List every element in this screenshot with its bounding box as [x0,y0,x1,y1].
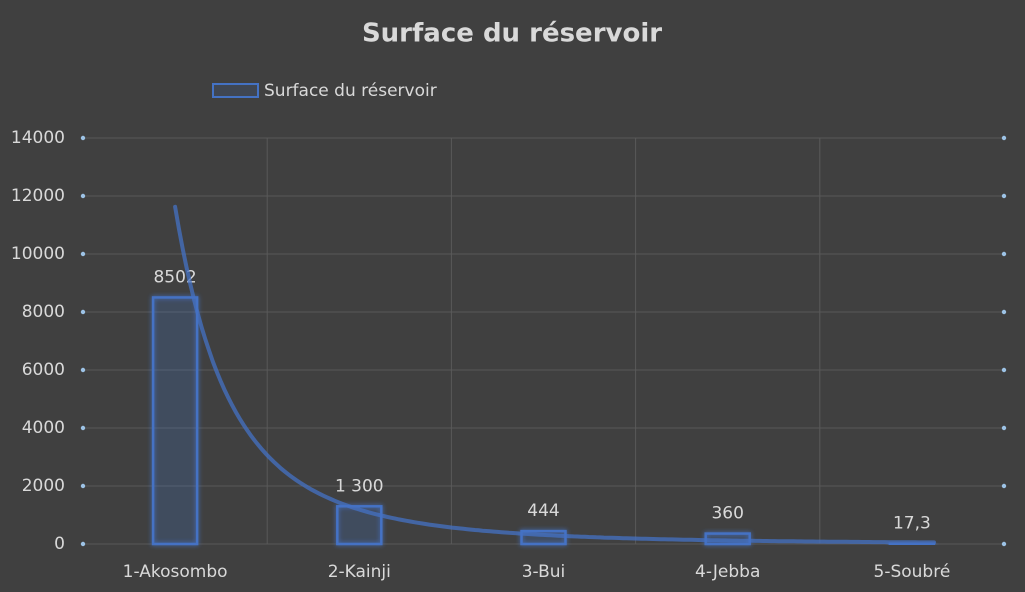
y-tick-label: 10000 [11,244,65,264]
tick-dot [1001,425,1007,431]
tick-dot [1001,193,1007,199]
legend-swatch [212,83,259,98]
x-tick-label: 3-Bui [522,562,566,582]
bar [151,296,199,546]
tick-dot [80,367,86,373]
x-tick-label: 4-Jebba [695,562,760,582]
tick-dot [1001,251,1007,257]
tick-dot [1001,135,1007,141]
tick-dot [1001,309,1007,315]
data-label: 1 300 [335,476,384,496]
trendline [173,204,936,545]
tick-dot [1001,483,1007,489]
y-tick-label: 12000 [11,186,65,206]
tick-dot [80,135,86,141]
y-tick-label: 4000 [22,418,65,438]
y-tick-label: 8000 [22,302,65,322]
data-label: 444 [527,501,559,521]
tick-dot [1001,367,1007,373]
tick-dot [1001,541,1007,547]
tick-dot [80,483,86,489]
y-tick-label: 14000 [11,128,65,148]
x-tick-label: 5-Soubré [874,562,951,582]
tick-dot [80,425,86,431]
x-tick-label: 1-Akosombo [123,562,228,582]
y-tick-label: 6000 [22,360,65,380]
tick-dot [80,541,86,547]
legend-label: Surface du réservoir [264,81,437,101]
y-tick-label: 2000 [22,476,65,496]
data-label: 360 [711,504,743,524]
tick-dot [80,193,86,199]
chart-title: Surface du réservoir [362,19,662,49]
x-tick-label: 2-Kainji [328,562,391,582]
tick-dot [80,251,86,257]
tick-dot [80,309,86,315]
y-tick-label: 0 [54,534,65,554]
data-label: 17,3 [893,513,931,533]
